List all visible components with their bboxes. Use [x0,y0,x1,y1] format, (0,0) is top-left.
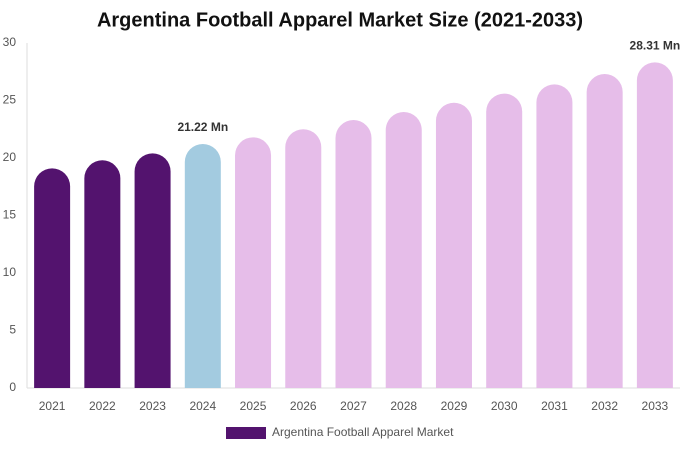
y-tick-label: 25 [3,93,17,107]
x-tick-label: 2028 [390,399,417,413]
x-tick-label: 2026 [290,399,317,413]
value-label: 28.31 Mn [630,39,680,53]
bar [235,137,272,388]
y-tick-label: 5 [9,323,16,337]
x-tick-label: 2021 [39,399,66,413]
bar [84,160,121,388]
bar [34,168,71,388]
x-tick-label: 2024 [189,399,216,413]
x-tick-label: 2031 [541,399,568,413]
legend-swatch [226,427,266,439]
bar [486,93,523,388]
chart-title: Argentina Football Apparel Market Size (… [97,9,583,31]
bar [636,62,673,389]
bar [335,120,372,389]
y-tick-label: 10 [3,265,17,279]
x-tick-label: 2030 [491,399,518,413]
x-tick-label: 2027 [340,399,367,413]
y-tick-label: 30 [3,35,17,49]
bar [435,102,472,388]
bar [586,74,623,389]
x-tick-label: 2025 [240,399,267,413]
bar [184,143,221,388]
x-tick-label: 2032 [591,399,618,413]
y-tick-label: 20 [3,150,17,164]
legend-label: Argentina Football Apparel Market [272,425,454,439]
value-label: 21.22 Mn [177,120,228,134]
bar [385,112,422,388]
x-tick-label: 2022 [89,399,116,413]
x-tick-label: 2023 [139,399,166,413]
bar [285,129,322,388]
y-tick-label: 15 [3,208,17,222]
x-tick-label: 2033 [642,399,669,413]
bar [134,153,171,388]
bar [536,84,573,389]
x-tick-label: 2029 [441,399,468,413]
y-tick-label: 0 [9,380,16,394]
